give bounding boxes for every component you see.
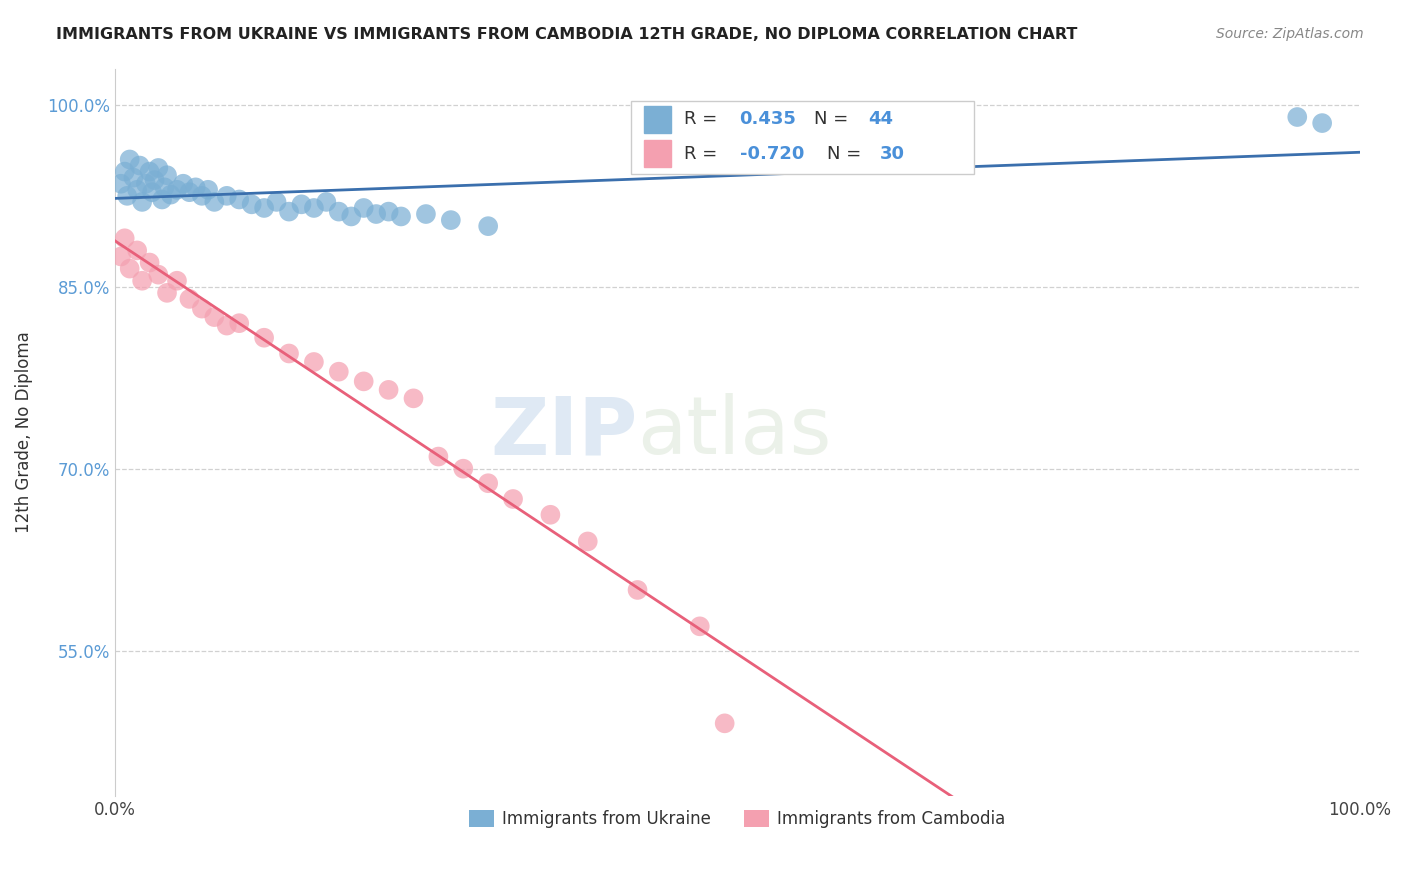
- Point: [713, 716, 735, 731]
- Point: [278, 346, 301, 360]
- Point: [148, 161, 170, 175]
- Text: N =: N =: [827, 145, 866, 162]
- Point: [191, 189, 214, 203]
- Point: [328, 204, 350, 219]
- Point: [228, 193, 250, 207]
- Point: [115, 189, 138, 203]
- Text: 44: 44: [868, 111, 893, 128]
- Point: [179, 185, 201, 199]
- Point: [215, 189, 238, 203]
- Point: [179, 292, 201, 306]
- Text: 0.435: 0.435: [740, 111, 796, 128]
- FancyBboxPatch shape: [644, 105, 671, 133]
- Point: [340, 210, 363, 224]
- Text: -0.720: -0.720: [740, 145, 804, 162]
- Text: N =: N =: [814, 111, 855, 128]
- Point: [502, 491, 524, 506]
- Point: [141, 185, 163, 199]
- Point: [538, 508, 561, 522]
- Point: [253, 331, 276, 345]
- Text: ZIP: ZIP: [491, 393, 637, 471]
- Point: [166, 274, 188, 288]
- Point: [290, 197, 312, 211]
- Point: [366, 207, 388, 221]
- Text: Source: ZipAtlas.com: Source: ZipAtlas.com: [1216, 27, 1364, 41]
- Point: [427, 450, 450, 464]
- Point: [127, 244, 149, 258]
- Legend: Immigrants from Ukraine, Immigrants from Cambodia: Immigrants from Ukraine, Immigrants from…: [463, 804, 1012, 835]
- Point: [302, 355, 325, 369]
- Point: [377, 383, 399, 397]
- Point: [172, 177, 194, 191]
- Point: [118, 153, 141, 167]
- Point: [202, 310, 225, 324]
- Point: [156, 168, 179, 182]
- Point: [110, 177, 132, 191]
- Point: [1310, 116, 1333, 130]
- Text: IMMIGRANTS FROM UKRAINE VS IMMIGRANTS FROM CAMBODIA 12TH GRADE, NO DIPLOMA CORRE: IMMIGRANTS FROM UKRAINE VS IMMIGRANTS FR…: [56, 27, 1077, 42]
- Point: [240, 197, 263, 211]
- Point: [122, 170, 145, 185]
- Point: [118, 261, 141, 276]
- Point: [389, 210, 412, 224]
- Point: [138, 255, 160, 269]
- Point: [138, 164, 160, 178]
- Point: [153, 180, 176, 194]
- Point: [415, 207, 437, 221]
- Point: [626, 582, 648, 597]
- Point: [266, 194, 288, 209]
- Point: [184, 180, 207, 194]
- Text: R =: R =: [683, 145, 723, 162]
- Point: [477, 476, 499, 491]
- Point: [377, 204, 399, 219]
- Point: [315, 194, 337, 209]
- Point: [150, 193, 173, 207]
- FancyBboxPatch shape: [644, 140, 671, 168]
- Point: [110, 250, 132, 264]
- Point: [402, 392, 425, 406]
- Point: [114, 231, 136, 245]
- Point: [131, 194, 153, 209]
- Point: [689, 619, 711, 633]
- Point: [477, 219, 499, 234]
- Point: [128, 159, 150, 173]
- Point: [191, 301, 214, 316]
- Point: [159, 187, 181, 202]
- Point: [131, 274, 153, 288]
- Point: [156, 285, 179, 300]
- Point: [253, 201, 276, 215]
- FancyBboxPatch shape: [631, 102, 973, 174]
- Text: R =: R =: [683, 111, 723, 128]
- Point: [215, 318, 238, 333]
- Text: atlas: atlas: [637, 393, 832, 471]
- Point: [166, 183, 188, 197]
- Point: [440, 213, 463, 227]
- Y-axis label: 12th Grade, No Diploma: 12th Grade, No Diploma: [15, 332, 32, 533]
- Point: [202, 194, 225, 209]
- Point: [353, 375, 375, 389]
- Text: 30: 30: [880, 145, 905, 162]
- Point: [197, 183, 219, 197]
- Point: [148, 268, 170, 282]
- Point: [576, 534, 599, 549]
- Point: [353, 201, 375, 215]
- Point: [278, 204, 301, 219]
- Point: [135, 177, 157, 191]
- Point: [127, 183, 149, 197]
- Point: [143, 173, 166, 187]
- Point: [453, 461, 475, 475]
- Point: [114, 164, 136, 178]
- Point: [302, 201, 325, 215]
- Point: [1286, 110, 1309, 124]
- Point: [228, 316, 250, 330]
- Point: [328, 365, 350, 379]
